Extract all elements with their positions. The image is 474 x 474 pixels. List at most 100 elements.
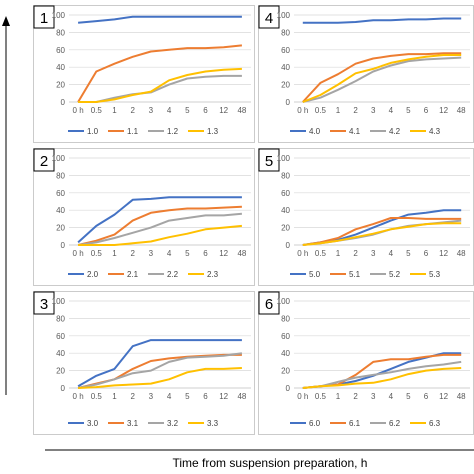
x-tick-label: 5 [406,249,411,258]
y-tick-label: 40 [56,349,65,358]
series-line-1.3 [78,67,242,103]
y-tick-label: 20 [56,81,65,90]
series-line-1.1 [77,44,242,103]
panel-border [33,148,255,286]
x-axis-title: Time from suspension preparation, h [173,456,368,470]
x-tick-label: 4 [389,106,394,115]
x-tick-label: 6 [424,249,429,258]
series-line-2.1 [77,205,242,246]
legend-label: 2.3 [207,270,219,279]
legend-label: 2.2 [167,270,179,279]
x-tick-label: 48 [457,249,466,258]
legend-label: 1.0 [87,127,99,136]
x-tick-label: 5 [185,249,190,258]
y-tick-label: 0 [286,384,291,393]
x-tick-label: 6 [424,392,429,401]
x-tick-label: 2 [353,392,358,401]
x-tick-label: 0.5 [91,106,103,115]
y-tick-label: 60 [56,332,65,341]
y-tick-label: 100 [277,154,291,163]
panel-border [33,5,255,143]
x-tick-label: 3 [149,106,154,115]
panel-number-box [33,5,55,29]
legend-label: 3.3 [207,419,219,428]
x-tick-label: 2 [130,106,135,115]
y-tick-label: 0 [286,98,291,107]
legend-label: 4.0 [309,127,321,136]
legend-label: 3.1 [127,419,139,428]
y-tick-label: 100 [52,11,66,20]
x-tick-label: 0 h [73,249,84,258]
y-tick-label: 0 [61,98,66,107]
x-tick-label: 1 [336,106,341,115]
y-tick-label: 60 [56,189,65,198]
legend-label: 5.2 [389,270,401,279]
x-tick-label: 6 [424,106,429,115]
y-tick-label: 80 [56,171,65,180]
legend-label: 5.1 [349,270,361,279]
panel-number: 4 [265,10,273,27]
series-line-4.3 [302,54,462,103]
y-tick-label: 60 [281,46,290,55]
y-tick-label: 60 [56,46,65,55]
x-tick-label: 3 [371,249,376,258]
series-line-4.0 [302,17,462,24]
x-tick-label: 6 [203,249,208,258]
x-tick-label: 0.5 [315,392,327,401]
series-line-3.3 [78,367,242,389]
legend-label: 4.2 [389,127,401,136]
y-tick-label: 80 [281,314,290,323]
series-line-2.3 [78,224,242,246]
panel-number: 3 [40,296,48,313]
x-tick-label: 0.5 [315,249,327,258]
x-tick-label: 1 [112,106,117,115]
x-tick-label: 48 [237,392,246,401]
y-tick-label: 20 [281,81,290,90]
x-tick-label: 4 [167,392,172,401]
series-line-2.2 [77,212,242,246]
y-tick-label: 0 [61,384,66,393]
x-tick-label: 6 [203,392,208,401]
panel-number-box [258,291,280,315]
legend-label: 1.3 [207,127,219,136]
legend-label: 3.2 [167,419,179,428]
series-line-5.3 [302,222,462,246]
y-tick-label: 100 [277,297,291,306]
panel-number: 2 [40,153,48,170]
x-tick-label: 4 [167,249,172,258]
x-tick-label: 3 [149,249,154,258]
x-tick-label: 48 [457,392,466,401]
y-tick-label: 60 [281,332,290,341]
x-tick-label: 0 h [73,392,84,401]
y-tick-label: 0 [286,241,291,250]
series-line-6.2 [302,360,462,389]
legend-label: 2.1 [127,270,139,279]
panel-number-box [258,5,280,29]
series-line-3.0 [77,339,242,388]
x-tick-label: 3 [371,392,376,401]
legend-label: 6.3 [429,419,441,428]
x-tick-label: 5 [406,392,411,401]
series-line-5.1 [302,217,462,246]
panel-number: 6 [265,296,273,313]
x-tick-label: 1 [112,249,117,258]
x-tick-label: 2 [353,249,358,258]
x-tick-label: 0 h [297,392,308,401]
legend-label: 3.0 [87,419,99,428]
x-tick-label: 0 h [297,106,308,115]
x-tick-label: 0.5 [91,249,103,258]
panel-number-box [33,148,55,172]
panel-number: 5 [265,153,273,170]
y-tick-label: 40 [281,206,290,215]
y-tick-label: 100 [52,154,66,163]
x-tick-label: 1 [112,392,117,401]
x-tick-label: 3 [371,106,376,115]
legend-label: 2.0 [87,270,99,279]
x-tick-label: 4 [389,249,394,258]
x-tick-label: 48 [237,106,246,115]
